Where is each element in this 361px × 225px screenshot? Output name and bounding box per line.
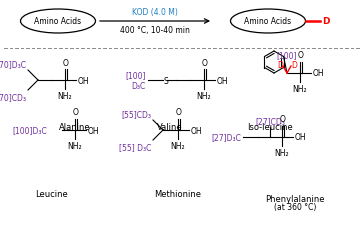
Text: [55]CD₃: [55]CD₃ [121, 110, 151, 119]
Text: [70]CD₃: [70]CD₃ [0, 93, 26, 101]
Text: NH₂: NH₂ [68, 141, 82, 150]
Text: [70]D₃C: [70]D₃C [0, 60, 26, 69]
Text: [100]: [100] [277, 51, 297, 60]
Text: O: O [298, 51, 304, 60]
Text: Alanine: Alanine [59, 123, 91, 132]
Text: D: D [322, 17, 330, 26]
Text: NH₂: NH₂ [197, 92, 211, 101]
Text: OH: OH [217, 76, 228, 85]
Text: O: O [176, 108, 182, 117]
Text: [100]
D₃C: [100] D₃C [126, 71, 146, 91]
Text: NH₂: NH₂ [275, 148, 289, 157]
Text: D: D [277, 60, 283, 69]
Text: OH: OH [313, 69, 324, 78]
Text: (at 360 °C): (at 360 °C) [274, 202, 316, 211]
Text: 400 °C, 10-40 min: 400 °C, 10-40 min [120, 26, 190, 35]
Text: Amino Acids: Amino Acids [244, 17, 292, 26]
Text: KOD (4.0 M): KOD (4.0 M) [132, 9, 178, 17]
Text: Valine: Valine [157, 123, 183, 132]
Text: OH: OH [87, 126, 99, 135]
Text: OH: OH [191, 126, 202, 135]
Text: NH₂: NH₂ [58, 92, 72, 101]
Text: NH₂: NH₂ [293, 85, 307, 94]
Text: Leucine: Leucine [36, 190, 68, 199]
Text: OH: OH [295, 133, 306, 142]
Text: O: O [63, 58, 69, 67]
Text: D: D [291, 60, 297, 69]
Text: O: O [280, 115, 286, 124]
Text: [27]D₃C: [27]D₃C [211, 133, 241, 142]
Text: O: O [73, 108, 79, 117]
Text: OH: OH [78, 76, 89, 85]
Text: Amino Acids: Amino Acids [34, 17, 82, 26]
Text: [55] D₃C: [55] D₃C [119, 142, 151, 151]
Text: S: S [164, 76, 169, 85]
Text: Phenylalanine: Phenylalanine [265, 195, 325, 204]
Text: [100]D₃C: [100]D₃C [12, 126, 47, 135]
Text: Iso-leucine: Iso-leucine [247, 123, 293, 132]
Text: NH₂: NH₂ [171, 141, 185, 150]
Text: [27]CD₃: [27]CD₃ [255, 117, 285, 126]
Text: O: O [202, 58, 208, 67]
Text: Methionine: Methionine [155, 190, 201, 199]
